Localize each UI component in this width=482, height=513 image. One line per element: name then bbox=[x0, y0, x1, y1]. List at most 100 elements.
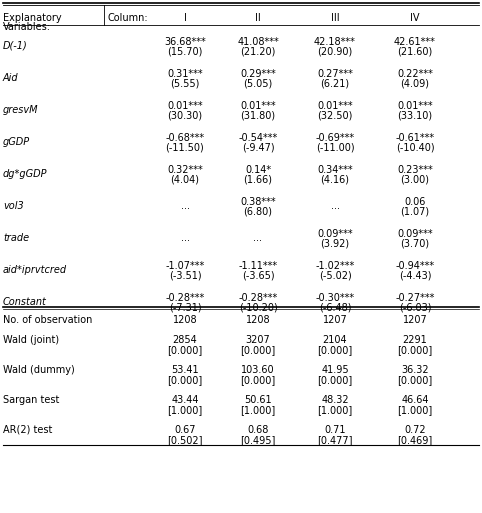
Text: (-11.00): (-11.00) bbox=[316, 143, 354, 153]
Text: (5.05): (5.05) bbox=[243, 79, 273, 89]
Text: 48.32: 48.32 bbox=[321, 395, 349, 405]
Text: 1207: 1207 bbox=[322, 315, 348, 325]
Text: 0.14*: 0.14* bbox=[245, 165, 271, 175]
Text: 0.32***: 0.32*** bbox=[167, 165, 203, 175]
Text: (6.21): (6.21) bbox=[321, 79, 349, 89]
Text: [0.000]: [0.000] bbox=[167, 345, 202, 355]
Text: (1.07): (1.07) bbox=[401, 207, 429, 217]
Text: 0.38***: 0.38*** bbox=[240, 197, 276, 207]
Text: [1.000]: [1.000] bbox=[317, 405, 353, 415]
Text: -0.27***: -0.27*** bbox=[395, 293, 435, 303]
Text: [1.000]: [1.000] bbox=[397, 405, 433, 415]
Text: 50.61: 50.61 bbox=[244, 395, 272, 405]
Text: 0.22***: 0.22*** bbox=[397, 69, 433, 79]
Text: gresvM: gresvM bbox=[3, 105, 39, 115]
Text: 36.68***: 36.68*** bbox=[164, 37, 206, 47]
Text: -0.94***: -0.94*** bbox=[395, 261, 435, 271]
Text: (30.30): (30.30) bbox=[167, 111, 202, 121]
Text: No. of observation: No. of observation bbox=[3, 315, 93, 325]
Text: [0.495]: [0.495] bbox=[241, 435, 276, 445]
Text: -0.69***: -0.69*** bbox=[315, 133, 355, 143]
Text: -0.68***: -0.68*** bbox=[165, 133, 204, 143]
Text: 46.64: 46.64 bbox=[401, 395, 429, 405]
Text: III: III bbox=[331, 13, 339, 23]
Text: AR(2) test: AR(2) test bbox=[3, 425, 53, 435]
Text: (-7.31): (-7.31) bbox=[169, 303, 201, 313]
Text: (-3.51): (-3.51) bbox=[169, 271, 201, 281]
Text: Aid: Aid bbox=[3, 73, 19, 83]
Text: (4.09): (4.09) bbox=[401, 79, 429, 89]
Text: 0.72: 0.72 bbox=[404, 425, 426, 435]
Text: Wald (dummy): Wald (dummy) bbox=[3, 365, 75, 375]
Text: (32.50): (32.50) bbox=[317, 111, 353, 121]
Text: 1208: 1208 bbox=[173, 315, 197, 325]
Text: 103.60: 103.60 bbox=[241, 365, 275, 375]
Text: (-10.40): (-10.40) bbox=[396, 143, 434, 153]
Text: -1.07***: -1.07*** bbox=[165, 261, 205, 271]
Text: (-11.50): (-11.50) bbox=[166, 143, 204, 153]
Text: 0.06: 0.06 bbox=[404, 197, 426, 207]
Text: -1.11***: -1.11*** bbox=[239, 261, 278, 271]
Text: (4.04): (4.04) bbox=[171, 175, 200, 185]
Text: (-6.03): (-6.03) bbox=[399, 303, 431, 313]
Text: (3.92): (3.92) bbox=[321, 239, 349, 249]
Text: aid*iprvtcred: aid*iprvtcred bbox=[3, 265, 67, 275]
Text: Variables:: Variables: bbox=[3, 22, 51, 32]
Text: (-9.47): (-9.47) bbox=[241, 143, 274, 153]
Text: 41.95: 41.95 bbox=[321, 365, 349, 375]
Text: dg*gGDP: dg*gGDP bbox=[3, 169, 48, 179]
Text: (15.70): (15.70) bbox=[167, 47, 203, 57]
Text: Sargan test: Sargan test bbox=[3, 395, 59, 405]
Text: (-10.20): (-10.20) bbox=[239, 303, 277, 313]
Text: (31.80): (31.80) bbox=[241, 111, 276, 121]
Text: (6.80): (6.80) bbox=[243, 207, 272, 217]
Text: 0.01***: 0.01*** bbox=[167, 101, 203, 111]
Text: -1.02***: -1.02*** bbox=[315, 261, 355, 271]
Text: [0.502]: [0.502] bbox=[167, 435, 203, 445]
Text: 43.44: 43.44 bbox=[171, 395, 199, 405]
Text: (-5.02): (-5.02) bbox=[319, 271, 351, 281]
Text: 0.31***: 0.31*** bbox=[167, 69, 203, 79]
Text: ...: ... bbox=[180, 201, 189, 211]
Text: [0.000]: [0.000] bbox=[397, 345, 433, 355]
Text: (4.16): (4.16) bbox=[321, 175, 349, 185]
Text: 0.71: 0.71 bbox=[324, 425, 346, 435]
Text: 0.67: 0.67 bbox=[174, 425, 196, 435]
Text: Constant: Constant bbox=[3, 297, 47, 307]
Text: [0.000]: [0.000] bbox=[241, 375, 276, 385]
Text: (-6.48): (-6.48) bbox=[319, 303, 351, 313]
Text: (33.10): (33.10) bbox=[398, 111, 432, 121]
Text: ...: ... bbox=[180, 233, 189, 243]
Text: Wald (joint): Wald (joint) bbox=[3, 335, 59, 345]
Text: 0.34***: 0.34*** bbox=[317, 165, 353, 175]
Text: gGDP: gGDP bbox=[3, 137, 30, 147]
Text: (-3.65): (-3.65) bbox=[241, 271, 274, 281]
Text: [0.000]: [0.000] bbox=[317, 375, 353, 385]
Text: (21.60): (21.60) bbox=[397, 47, 433, 57]
Text: vol3: vol3 bbox=[3, 201, 24, 211]
Text: 2291: 2291 bbox=[402, 335, 428, 345]
Text: (1.66): (1.66) bbox=[243, 175, 272, 185]
Text: 0.29***: 0.29*** bbox=[240, 69, 276, 79]
Text: 53.41: 53.41 bbox=[171, 365, 199, 375]
Text: 0.01***: 0.01*** bbox=[317, 101, 353, 111]
Text: -0.28***: -0.28*** bbox=[239, 293, 278, 303]
Text: I: I bbox=[184, 13, 187, 23]
Text: ...: ... bbox=[254, 233, 263, 243]
Text: [0.000]: [0.000] bbox=[241, 345, 276, 355]
Text: 0.23***: 0.23*** bbox=[397, 165, 433, 175]
Text: II: II bbox=[255, 13, 261, 23]
Text: (5.55): (5.55) bbox=[170, 79, 200, 89]
Text: 0.09***: 0.09*** bbox=[317, 229, 353, 239]
Text: 2104: 2104 bbox=[322, 335, 348, 345]
Text: -0.54***: -0.54*** bbox=[239, 133, 278, 143]
Text: [1.000]: [1.000] bbox=[241, 405, 276, 415]
Text: Explanatory: Explanatory bbox=[3, 13, 62, 23]
Text: 41.08***: 41.08*** bbox=[237, 37, 279, 47]
Text: 0.27***: 0.27*** bbox=[317, 69, 353, 79]
Text: IV: IV bbox=[410, 13, 420, 23]
Text: 0.68: 0.68 bbox=[247, 425, 268, 435]
Text: D(-1): D(-1) bbox=[3, 41, 28, 51]
Text: (3.70): (3.70) bbox=[401, 239, 429, 249]
Text: (3.00): (3.00) bbox=[401, 175, 429, 185]
